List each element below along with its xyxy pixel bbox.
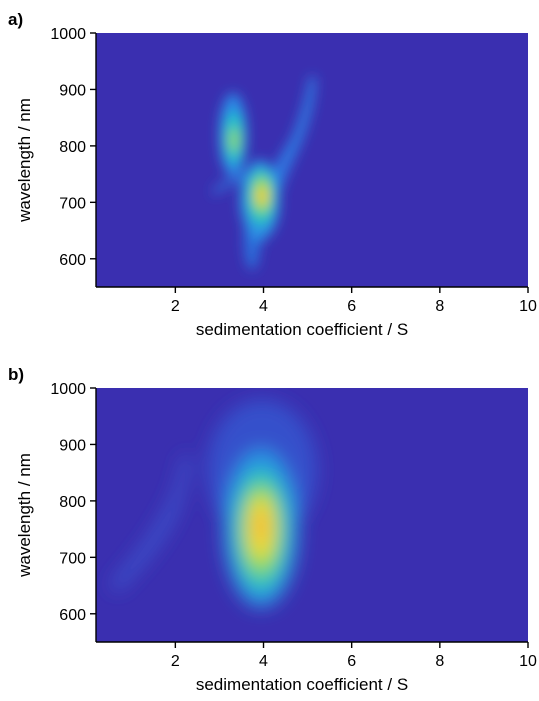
panel-a-heatmap	[212, 75, 316, 270]
panel-a-peak-main-hot	[259, 192, 265, 202]
panel-a-heatmap-background	[96, 33, 528, 287]
panel-b-heatmap	[110, 400, 317, 608]
panel-a-label: a)	[8, 10, 23, 29]
panel-a-x-tick-label: 4	[259, 298, 268, 315]
panel-a-y-tick-label: 900	[59, 82, 86, 99]
panel-b-x-tick-label: 6	[347, 653, 356, 670]
panel-a-y-tick-label: 700	[59, 195, 86, 212]
panel-a-y-tick-label: 600	[59, 252, 86, 269]
panel-a-x-axis-label: sedimentation coefficient / S	[196, 320, 408, 339]
panel-a-y-tick-label: 800	[59, 139, 86, 156]
panel-b-peak-hot	[254, 508, 268, 544]
panel-b-y-tick-label: 1000	[50, 381, 86, 398]
panel-a-x-tick-label: 6	[347, 298, 356, 315]
panel-b-label: b)	[8, 365, 24, 384]
panel-b-heatmap-background	[96, 388, 528, 642]
panel-b-y-tick-label: 600	[59, 607, 86, 624]
panel-b-x-tick-label: 4	[259, 653, 268, 670]
panel-a-y-axis-label: wavelength / nm	[15, 98, 34, 223]
panel-a-peak-upper-core	[229, 128, 239, 152]
panel-b-axes: 2 4 6 8 10 600 700 800 900 1000 sedimentation coef…	[15, 381, 537, 694]
panel-b-x-tick-label: 10	[519, 653, 537, 670]
panel-a-axes: 2 4 6 8 10 600 700 800 900 1000 sedimentation coef…	[15, 26, 537, 339]
panel-a-x-tick-label: 2	[171, 298, 180, 315]
panel-b-y-tick-label: 700	[59, 550, 86, 567]
panel-b-y-tick-label: 900	[59, 437, 86, 454]
panel-b-x-tick-label: 2	[171, 653, 180, 670]
panel-a-x-tick-label: 8	[435, 298, 444, 315]
panel-b-y-tick-label: 800	[59, 494, 86, 511]
panel-b-ridge	[110, 455, 192, 592]
panel-b-x-axis-label: sedimentation coefficient / S	[196, 675, 408, 694]
panel-a-x-tick-label: 10	[519, 298, 537, 315]
panel-b-x-tick-label: 8	[435, 653, 444, 670]
panel-b-y-axis-label: wavelength / nm	[15, 453, 34, 578]
panel-b: b) 2 4 6 8 10 600 700 800 900 1000 sedimentation c…	[8, 365, 537, 694]
panel-a-y-tick-label: 1000	[50, 26, 86, 43]
